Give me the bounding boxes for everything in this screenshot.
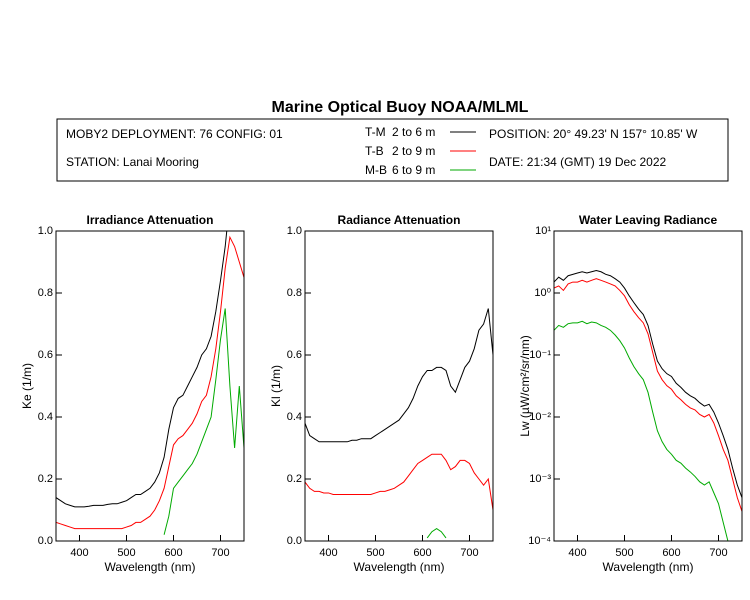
- y-tick-label: 10⁻⁴: [528, 535, 551, 547]
- series-line: [554, 320, 729, 541]
- series-line: [305, 308, 493, 443]
- legend-name: T-B: [365, 144, 384, 158]
- legend-depth: 2 to 6 m: [392, 125, 435, 139]
- y-tick-label: 0.6: [287, 349, 302, 361]
- x-tick-label: 700: [460, 547, 478, 559]
- y-tick-label: 1.0: [287, 225, 302, 237]
- x-tick-label: 700: [211, 547, 229, 559]
- legend: T-M 2 to 6 m T-B 2 to 9 m M-B 6 to 9 m: [365, 125, 476, 177]
- plot-frame: [304, 230, 494, 542]
- panel-title: Irradiance Attenuation: [87, 213, 214, 227]
- y-tick-label: 1.0: [38, 225, 53, 237]
- y-tick-label: 0.2: [38, 473, 53, 485]
- x-tick-label: 400: [568, 547, 586, 559]
- y-tick-label: 10⁻³: [529, 473, 551, 485]
- y-tick-label: 0.6: [38, 349, 53, 361]
- position: POSITION: 20° 49.23' N 157° 10.85' W: [489, 127, 698, 141]
- x-tick-label: 500: [615, 547, 633, 559]
- y-tick-label: 0.8: [287, 287, 302, 299]
- x-tick-label: 700: [709, 547, 727, 559]
- plot-frame: [55, 230, 245, 542]
- x-tick-label: 400: [319, 547, 337, 559]
- info-box: [56, 118, 729, 182]
- y-tick-label: 0.0: [287, 535, 302, 547]
- series-line: [427, 526, 493, 538]
- plot-frame: [553, 230, 743, 542]
- legend-name: T-M: [365, 125, 386, 139]
- series-line: [163, 308, 244, 535]
- y-axis-label: Lw (µW/cm²/sr/nm): [518, 335, 532, 437]
- series-line: [305, 453, 493, 511]
- x-tick-label: 400: [70, 547, 88, 559]
- y-tick-label: 0.2: [287, 473, 302, 485]
- x-tick-label: 600: [164, 547, 182, 559]
- x-axis-label: Wavelength (nm): [105, 560, 196, 574]
- legend-name: M-B: [365, 163, 387, 177]
- y-tick-label: 10⁻¹: [529, 349, 551, 361]
- y-tick-label: 10⁰: [534, 287, 551, 299]
- x-axis-label: Wavelength (nm): [603, 560, 694, 574]
- series-line: [56, 235, 244, 530]
- series-line: [554, 278, 742, 512]
- x-tick-label: 600: [662, 547, 680, 559]
- figure-title: Marine Optical Buoy NOAA/MLML: [272, 99, 529, 116]
- panel: Radiance Attenuation Wavelength (nm) Kl (1…: [269, 213, 494, 574]
- x-tick-label: 500: [117, 547, 135, 559]
- y-tick-label: 0.4: [287, 411, 302, 423]
- date: DATE: 21:34 (GMT) 19 Dec 2022: [489, 155, 667, 169]
- station: STATION: Lanai Mooring: [66, 155, 199, 169]
- x-tick-label: 600: [413, 547, 431, 559]
- y-axis-label: Ke (1/m): [20, 363, 34, 409]
- y-tick-label: 0.8: [38, 287, 53, 299]
- panel-title: Radiance Attenuation: [338, 213, 461, 227]
- legend-depth: 2 to 9 m: [392, 144, 435, 158]
- panel-title: Water Leaving Radiance: [579, 213, 718, 227]
- panel: Water Leaving Radiance Wavelength (nm) Lw …: [518, 213, 743, 574]
- y-tick-label: 10⁻²: [529, 411, 551, 423]
- y-tick-label: 0.4: [38, 411, 53, 423]
- x-tick-label: 500: [366, 547, 384, 559]
- panel: Irradiance Attenuation Wavelength (nm) Ke …: [20, 213, 245, 574]
- deployment: MOBY2 DEPLOYMENT: 76 CONFIG: 01: [66, 127, 283, 141]
- y-tick-label: 10¹: [535, 225, 551, 237]
- y-tick-label: 0.0: [38, 535, 53, 547]
- legend-depth: 6 to 9 m: [392, 163, 435, 177]
- series-line: [56, 231, 228, 508]
- series-line: [554, 270, 742, 498]
- x-axis-label: Wavelength (nm): [354, 560, 445, 574]
- y-axis-label: Kl (1/m): [269, 365, 283, 407]
